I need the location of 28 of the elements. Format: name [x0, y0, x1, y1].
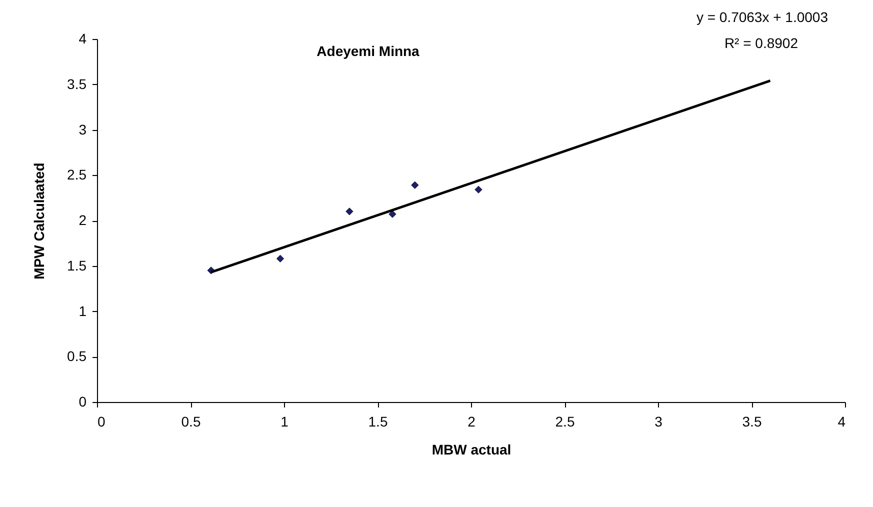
point	[411, 181, 419, 189]
point	[276, 254, 284, 262]
y-tick-label: 1	[78, 302, 87, 319]
point	[346, 208, 354, 216]
x-tick-label: 2	[468, 414, 476, 430]
y-tick-label: 2	[78, 212, 87, 228]
x-tick-label: 3.5	[742, 414, 762, 430]
x-tick-label: 1.5	[368, 414, 388, 430]
point	[474, 186, 482, 194]
x-tick-label: 1	[280, 414, 289, 430]
y-tick-label: 3	[78, 121, 87, 138]
x-tick-label: 3	[654, 414, 663, 430]
y-tick-label: 0	[78, 394, 87, 410]
y-axis-title: MPW Calculaated	[31, 162, 48, 280]
y-tick-label: 0.5	[67, 348, 87, 364]
x-tick-label: 2.5	[555, 414, 575, 430]
y-tick-label: 4	[78, 30, 87, 46]
y-tick-label: 1.5	[67, 257, 87, 274]
y-tick-label: 2.5	[67, 166, 87, 183]
chart-title: Adeyemi Minna	[316, 43, 420, 59]
point	[388, 210, 396, 218]
annotation: R² = 0.8902	[724, 35, 798, 51]
x-tick-label: 4	[838, 414, 846, 430]
text: y = 0.7063x + 1.0003	[696, 9, 828, 25]
x-tick-label: 0.5	[181, 414, 201, 430]
x-axis-title: MBW actual	[432, 442, 512, 458]
x-tick-label: 0	[98, 414, 106, 430]
y-tick-label: 3.5	[67, 76, 87, 92]
